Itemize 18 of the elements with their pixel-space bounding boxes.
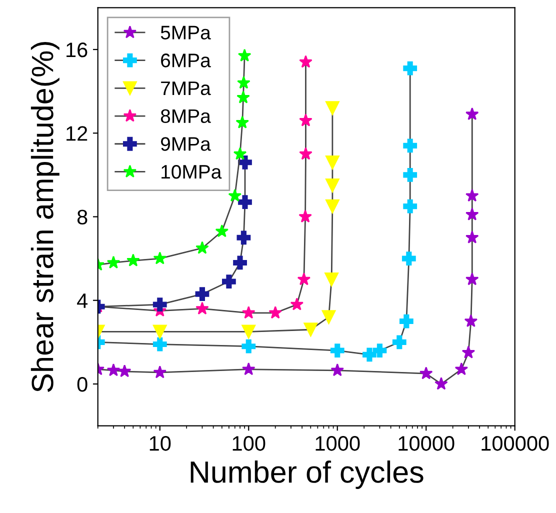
y-tick-label: 12: [66, 126, 88, 141]
legend-label: 8MPa: [160, 109, 211, 124]
y-tick-label: 0: [77, 376, 88, 392]
x-tick-label: 10: [150, 436, 171, 451]
legend-label: 6MPa: [161, 54, 211, 68]
y-tick-label: 16: [66, 42, 88, 58]
legend-label: 10MPa: [162, 164, 222, 179]
x-tick-label: 100000: [482, 436, 549, 451]
x-axis-title: Number of cycles: [190, 460, 424, 489]
y-axis-title: Shear strain amplitude(%): [30, 42, 60, 392]
y-tick-label: 4: [77, 294, 88, 308]
legend-label: 9MPa: [160, 137, 211, 151]
y-tick-label: 8: [77, 210, 88, 224]
x-tick-label: 10000: [398, 436, 454, 451]
x-tick-label: 1000: [316, 436, 360, 451]
x-tick-label: 100: [232, 436, 266, 451]
legend-label: 5MPa: [160, 26, 211, 40]
legend-label: 7MPa: [161, 82, 211, 96]
